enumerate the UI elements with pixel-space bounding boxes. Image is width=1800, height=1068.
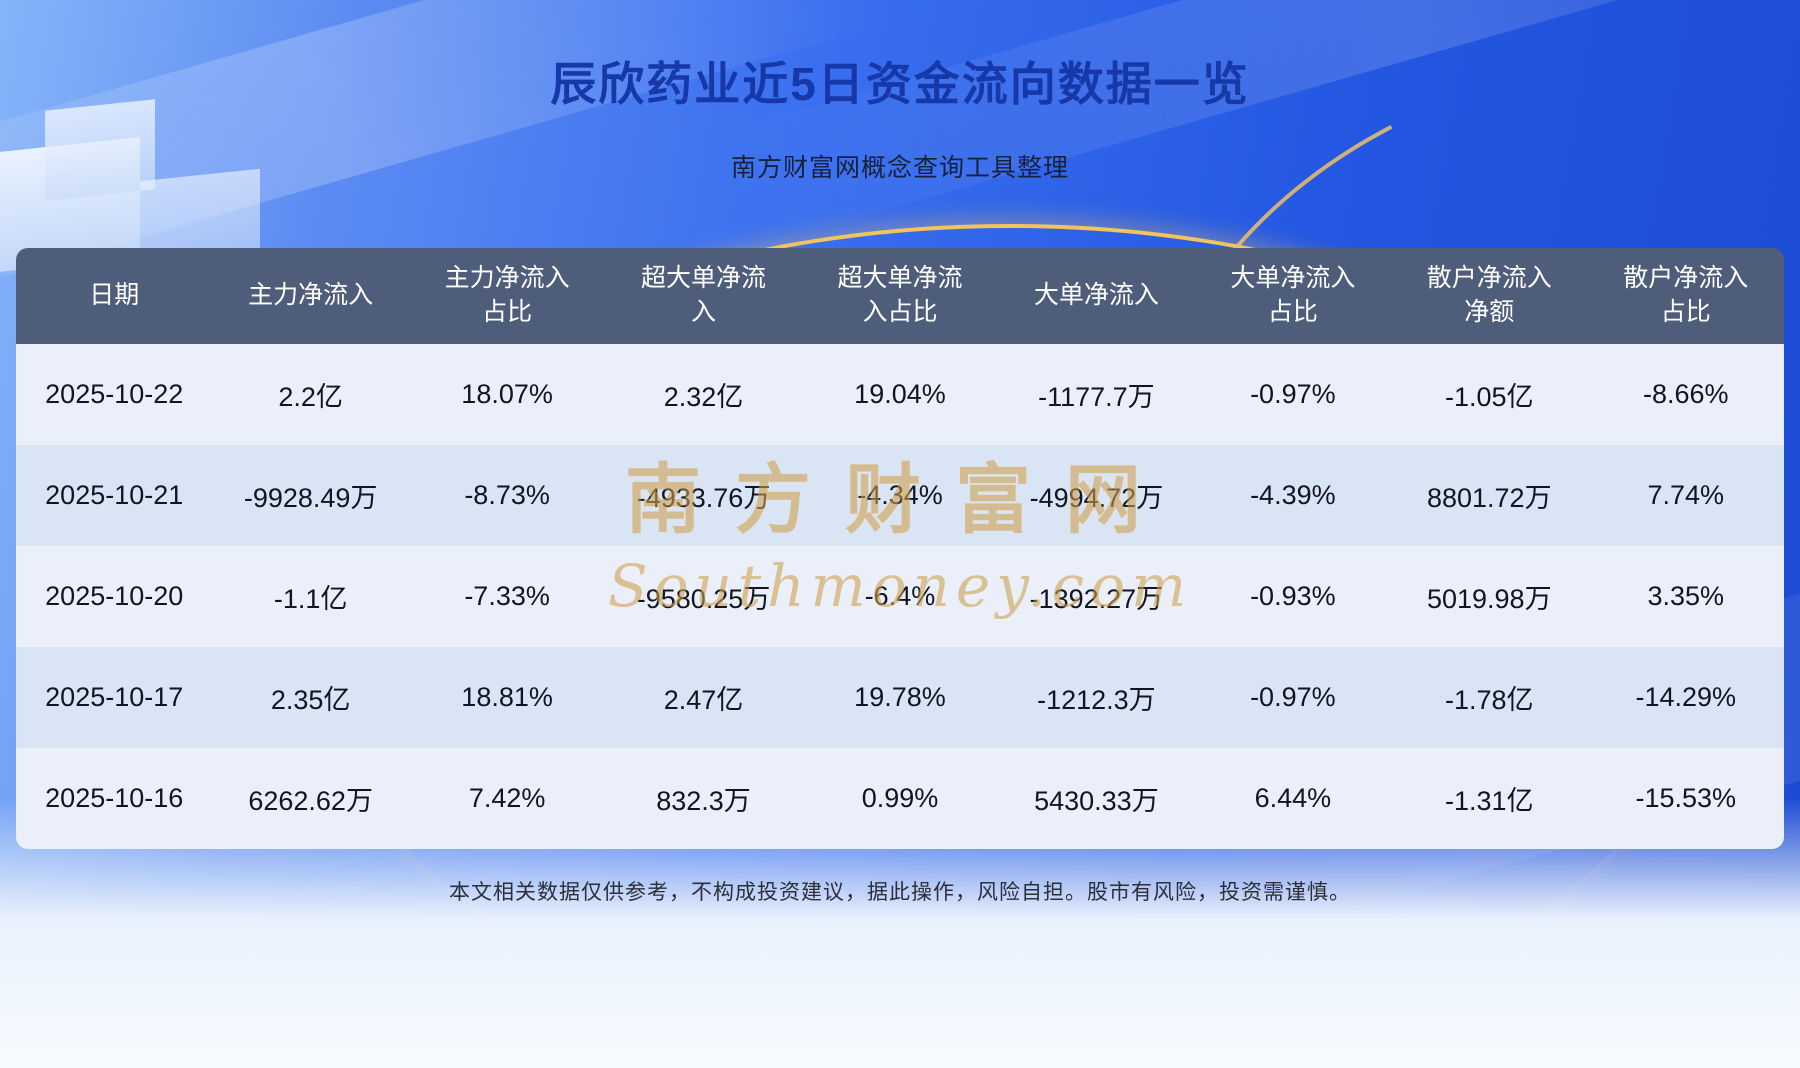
value-cell: -1.1亿	[212, 546, 409, 647]
value-cell: -15.53%	[1587, 748, 1784, 849]
value-cell: 2.32亿	[605, 344, 802, 445]
value-cell: -9928.49万	[212, 445, 409, 546]
value-cell: 8801.72万	[1391, 445, 1588, 546]
table-row: 2025-10-17 2.35亿 18.81% 2.47亿 19.78% -1212.3万…	[16, 647, 1784, 748]
value-cell: 5430.33万	[998, 748, 1195, 849]
value-cell: -1.31亿	[1391, 748, 1588, 849]
value-cell: -0.93%	[1194, 546, 1392, 647]
value-cell: -9580.25万	[605, 546, 802, 647]
value-cell: -1392.27万	[998, 546, 1195, 647]
value-cell: -0.97%	[1194, 647, 1392, 748]
date-cell: 2025-10-17	[16, 647, 213, 748]
value-cell: -4994.72万	[998, 445, 1195, 546]
value-cell: -8.73%	[408, 445, 606, 546]
value-cell: 7.42%	[408, 748, 606, 849]
column-header: 主力净流入 占比	[408, 248, 606, 344]
value-cell: -1177.7万	[998, 344, 1195, 445]
date-cell: 2025-10-21	[16, 445, 213, 546]
table-row: 2025-10-22 2.2亿 18.07% 2.32亿 19.04% -1177.7万 -…	[16, 344, 1784, 445]
date-cell: 2025-10-22	[16, 344, 213, 445]
value-cell: 7.74%	[1587, 445, 1784, 546]
value-cell: 19.04%	[801, 344, 999, 445]
column-header: 超大单净流 入占比	[801, 248, 999, 344]
disclaimer-text: 本文相关数据仅供参考，不构成投资建议，据此操作，风险自担。股市有风险，投资需谨慎…	[449, 881, 1351, 904]
column-header: 主力净流入	[212, 248, 409, 344]
value-cell: 2.47亿	[605, 647, 802, 748]
column-header: 日期	[16, 248, 213, 344]
value-cell: -0.97%	[1194, 344, 1392, 445]
column-header: 散户净流入 净额	[1391, 248, 1588, 344]
table-row: 2025-10-16 6262.62万 7.42% 832.3万 0.99% 5430.3…	[16, 748, 1784, 849]
value-cell: 18.81%	[408, 647, 606, 748]
subtitle: 南方财富网概念查询工具整理	[730, 154, 1069, 182]
table-head: 日期 主力净流入 主力净流入 占比 超大单净流 入超大单净流 入占比 大单净流入 大单净流…	[16, 248, 1784, 344]
value-cell: 3.35%	[1587, 546, 1784, 647]
value-cell: -4.34%	[801, 445, 999, 546]
value-cell: 6262.62万	[212, 748, 409, 849]
date-cell: 2025-10-20	[16, 546, 213, 647]
value-cell: 2.2亿	[212, 344, 409, 445]
value-cell: -1.78亿	[1391, 647, 1588, 748]
data-table: 日期 主力净流入 主力净流入 占比 超大单净流 入超大单净流 入占比 大单净流入 大单净流…	[16, 248, 1784, 849]
value-cell: -1212.3万	[998, 647, 1195, 748]
column-header: 散户净流入 占比	[1587, 248, 1784, 344]
value-cell: 832.3万	[605, 748, 802, 849]
value-cell: 2.35亿	[212, 647, 409, 748]
value-cell: 18.07%	[408, 344, 606, 445]
date-cell: 2025-10-16	[16, 748, 213, 849]
light-streak-decor	[710, 0, 1800, 251]
table-row: 2025-10-21 -9928.49万 -8.73% -4933.76万 -4.34%…	[16, 445, 1784, 546]
value-cell: 6.44%	[1194, 748, 1392, 849]
value-cell: 0.99%	[801, 748, 999, 849]
value-cell: -1.05亿	[1391, 344, 1588, 445]
header-row: 日期 主力净流入 主力净流入 占比 超大单净流 入超大单净流 入占比 大单净流入 大单净流…	[16, 248, 1784, 344]
value-cell: 5019.98万	[1391, 546, 1588, 647]
value-cell: -4933.76万	[605, 445, 802, 546]
value-cell: -14.29%	[1587, 647, 1784, 748]
column-header: 大单净流入 占比	[1194, 248, 1392, 344]
table-row: 2025-10-20 -1.1亿 -7.33% -9580.25万 -6.4% -1392…	[16, 546, 1784, 647]
value-cell: -8.66%	[1587, 344, 1784, 445]
value-cell: -7.33%	[408, 546, 606, 647]
value-cell: -4.39%	[1194, 445, 1392, 546]
page-title: 辰欣药业近5日资金流向数据一览	[550, 58, 1250, 110]
column-header: 大单净流入	[998, 248, 1195, 344]
value-cell: 19.78%	[801, 647, 999, 748]
table-body: 2025-10-22 2.2亿 18.07% 2.32亿 19.04% -1177.7万 -…	[16, 344, 1784, 849]
value-cell: -6.4%	[801, 546, 999, 647]
column-header: 超大单净流 入	[605, 248, 802, 344]
fund-flow-table: 日期 主力净流入 主力净流入 占比 超大单净流 入超大单净流 入占比 大单净流入 大单净流…	[16, 248, 1784, 849]
